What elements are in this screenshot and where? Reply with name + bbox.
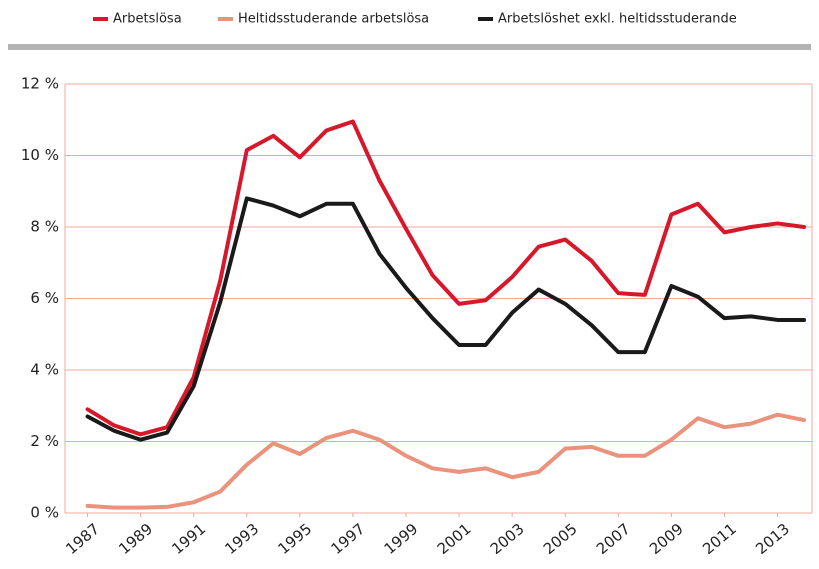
x-tick-label: 1987: [62, 520, 103, 558]
legend: Arbetslösa Heltidsstuderande arbetslösa Ar…: [93, 12, 737, 27]
x-tick-label: 1991: [168, 520, 209, 558]
x-tick-label: 2007: [593, 520, 634, 558]
y-tick-label: 0 %: [30, 504, 59, 522]
x-tick-label: 2001: [434, 520, 475, 558]
series-line: [85, 412, 807, 510]
x-tick-label: 1999: [381, 520, 422, 558]
y-tick-label: 8 %: [30, 218, 59, 236]
y-tick-label: 12 %: [21, 75, 59, 93]
x-tick-label: 2009: [646, 520, 687, 558]
x-tick-label: 1997: [328, 520, 369, 558]
legend-label: Heltidsstuderande arbetslösa: [238, 12, 429, 27]
y-tick-label: 2 %: [30, 432, 59, 450]
x-tick-label: 2003: [487, 520, 528, 558]
x-tick-label: 2011: [699, 520, 740, 558]
y-tick-label: 6 %: [30, 289, 59, 307]
y-tick-label: 10 %: [21, 146, 59, 164]
x-tick-label: 1995: [274, 520, 315, 558]
x-tick-label: 1993: [221, 520, 262, 558]
x-tick-label: 2013: [752, 520, 793, 558]
series-line: [85, 196, 807, 442]
x-tick-label: 1989: [115, 520, 156, 558]
y-tick-label: 4 %: [30, 361, 59, 379]
legend-label: Arbetslösa: [113, 12, 182, 27]
separator-bar: [8, 44, 811, 50]
legend-label: Arbetslöshet exkl. heltidsstuderande: [498, 12, 737, 27]
x-tick-label: 2005: [540, 520, 581, 558]
series-line: [85, 119, 807, 437]
